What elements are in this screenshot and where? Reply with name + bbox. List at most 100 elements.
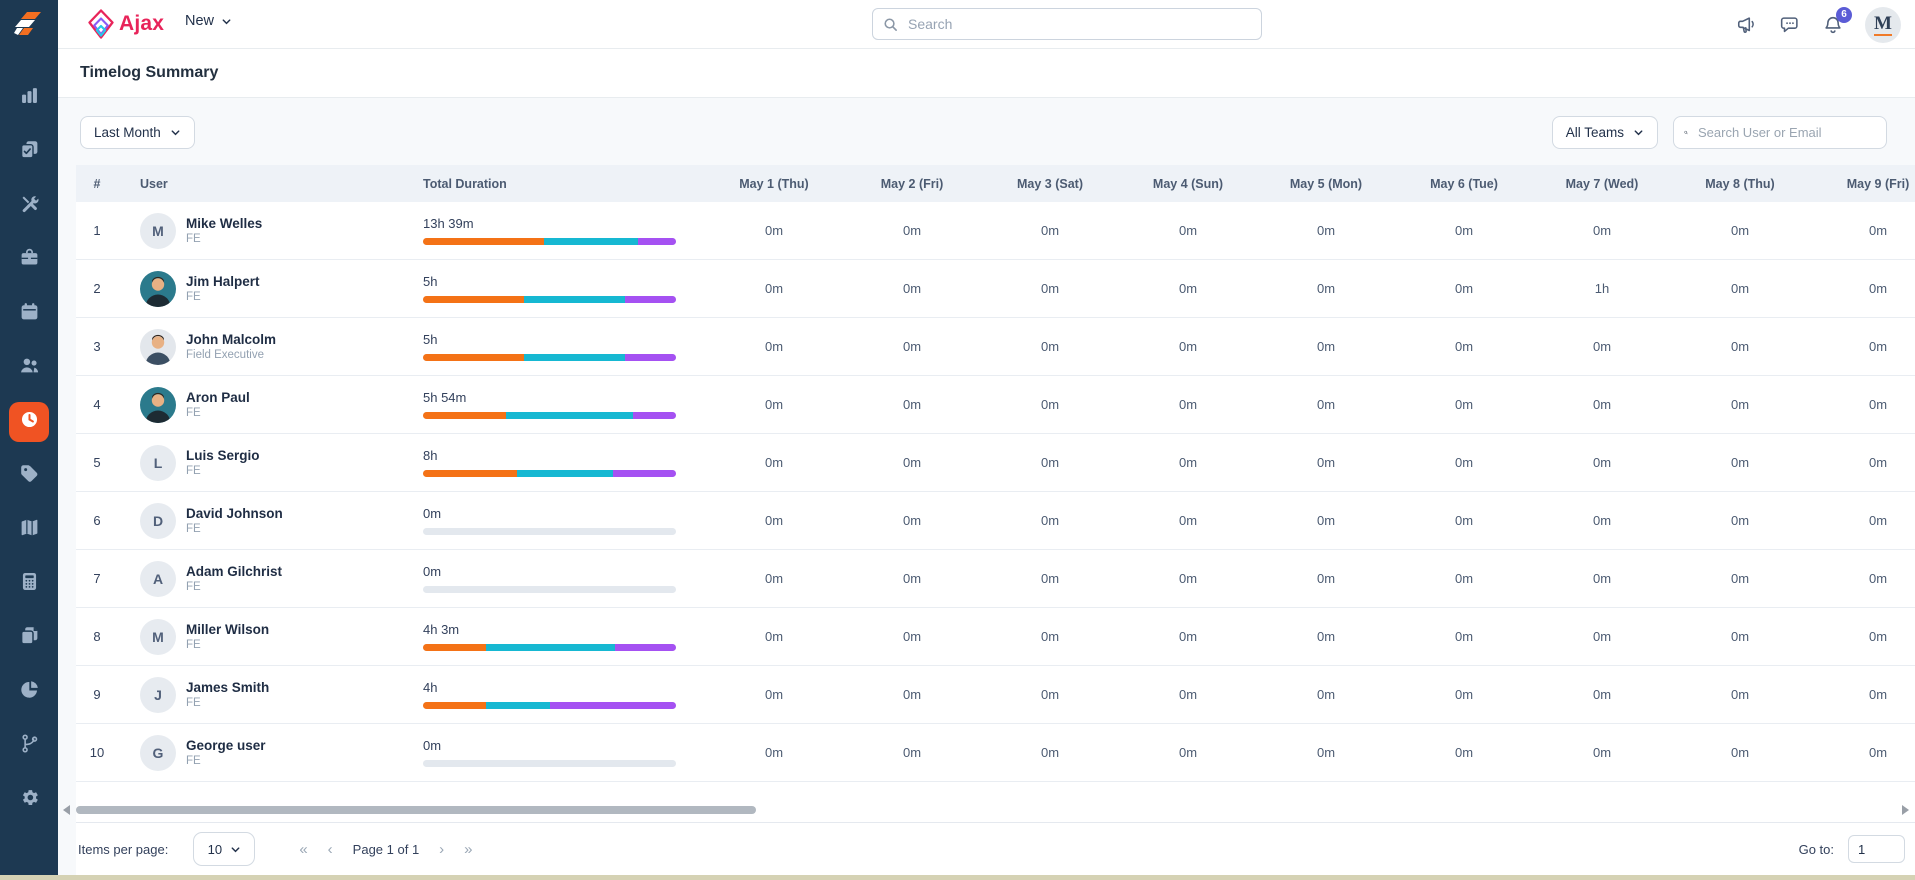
duration-cell: 0m	[363, 506, 705, 535]
last-page-button[interactable]: »	[464, 840, 473, 858]
cell-day-2: 0m	[902, 571, 922, 586]
date-range-value: Last Month	[94, 125, 161, 140]
cell-day-8: 0m	[1730, 571, 1750, 586]
avatar: M	[140, 212, 176, 249]
filter-bar: Last Month All Teams	[80, 116, 1887, 149]
sidebar-item-map[interactable]	[9, 510, 49, 550]
table-row: 9 J James Smith FE 4h 0m 0m 0m 0m 0m 0m 0m 0m 0m	[76, 666, 1915, 724]
user-avatar[interactable]: M	[1865, 6, 1901, 43]
avatar-initial: M	[1874, 13, 1892, 36]
user-role: FE	[186, 580, 201, 593]
sidebar-item-tools[interactable]	[9, 186, 49, 226]
global-search[interactable]	[872, 8, 1262, 40]
user-name: Adam Gilchrist	[186, 563, 283, 579]
scrollbar-thumb[interactable]	[76, 806, 756, 814]
sidebar-item-analytics[interactable]	[9, 78, 49, 118]
scroll-right-arrow[interactable]	[1902, 805, 1909, 815]
cell-day-3: 0m	[1040, 397, 1060, 412]
bar-segment-2	[524, 296, 626, 303]
date-range-dropdown[interactable]: Last Month	[80, 116, 195, 149]
cell-day-1: 0m	[764, 339, 784, 354]
avatar: D	[140, 502, 176, 539]
column-header-day-3: May 3 (Sat)	[1017, 176, 1083, 191]
row-index: 8	[93, 629, 101, 644]
chat-icon	[1780, 16, 1798, 32]
sidebar-item-reports[interactable]	[9, 672, 49, 712]
duration-cell: 4h	[363, 680, 705, 709]
cell-day-6: 0m	[1454, 571, 1474, 586]
cell-day-4: 0m	[1178, 339, 1198, 354]
sidebar-item-tags[interactable]	[9, 456, 49, 496]
sidebar-item-workflow[interactable]	[9, 726, 49, 766]
team-filter-dropdown[interactable]: All Teams	[1551, 116, 1658, 149]
goto-page-input[interactable]	[1848, 835, 1905, 863]
cell-day-7: 0m	[1592, 455, 1612, 470]
sidebar-item-calculator[interactable]	[9, 564, 49, 604]
notifications-button[interactable]: 6	[1822, 6, 1852, 36]
bar-segment-2	[544, 238, 639, 245]
prev-page-button[interactable]: ‹	[327, 840, 333, 858]
global-search-input[interactable]	[906, 15, 1251, 33]
announcements-button[interactable]	[1736, 14, 1758, 36]
sidebar-item-timelog[interactable]	[9, 402, 49, 442]
sidebar-item-services[interactable]	[9, 240, 49, 280]
row-index: 10	[89, 745, 105, 760]
clock-icon	[19, 409, 40, 435]
git-branch-icon	[19, 733, 40, 759]
bar-segment-1	[423, 470, 517, 477]
new-label: New	[185, 13, 215, 29]
items-per-page-value: 10	[207, 841, 223, 857]
chevron-down-icon	[171, 130, 180, 136]
cell-day-1: 0m	[764, 455, 784, 470]
top-navbar: Ajax New 6 M	[58, 0, 1915, 49]
user-role: FE	[186, 754, 201, 767]
cell-day-8: 0m	[1730, 339, 1750, 354]
clipboard-check-icon	[19, 139, 40, 165]
cell-day-7: 0m	[1592, 571, 1612, 586]
cell-day-9: 0m	[1868, 629, 1888, 644]
user-cell: Jim Halpert FE	[118, 270, 363, 307]
goto-label: Go to:	[1798, 841, 1834, 857]
app-logo[interactable]	[11, 7, 47, 43]
table-row: 7 A Adam Gilchrist FE 0m 0m 0m 0m 0m 0m 0m 0m 0…	[76, 550, 1915, 608]
cell-day-7: 0m	[1592, 513, 1612, 528]
documents-icon	[19, 625, 40, 651]
next-page-button[interactable]: ›	[439, 840, 445, 858]
table-row: 4 Aron Paul FE 5h 54m 0m 0m 0m 0m 0m 0m 0m 0m 0m	[76, 376, 1915, 434]
bottom-edge-strip	[0, 875, 1915, 880]
sidebar-item-tasks[interactable]	[9, 132, 49, 172]
items-per-page-dropdown[interactable]: 10	[193, 832, 256, 866]
duration-value: 4h	[423, 680, 438, 695]
first-page-button[interactable]: «	[299, 840, 308, 858]
user-search-input[interactable]	[1696, 124, 1876, 141]
user-cell: A Adam Gilchrist FE	[118, 560, 363, 597]
duration-cell: 8h	[363, 448, 705, 477]
sidebar-item-documents[interactable]	[9, 618, 49, 658]
cell-day-7: 0m	[1592, 687, 1612, 702]
megaphone-icon	[1737, 16, 1754, 33]
new-dropdown[interactable]: New	[185, 13, 232, 29]
timelog-table-card: # User Total Duration May 1 (Thu) May 2 (…	[63, 165, 1915, 875]
sidebar-item-calendar[interactable]	[9, 294, 49, 334]
user-search[interactable]	[1673, 116, 1887, 149]
user-cell: G George user FE	[118, 734, 363, 771]
table-body: 1 M Mike Welles FE 13h 39m 0m 0m 0m 0m 0m 0m 0…	[76, 202, 1915, 782]
cell-day-9: 0m	[1868, 745, 1888, 760]
calendar-icon	[19, 301, 40, 327]
duration-cell: 13h 39m	[363, 216, 705, 245]
sidebar-item-team[interactable]	[9, 348, 49, 388]
user-role: FE	[186, 696, 201, 709]
bar-segment-2	[486, 644, 616, 651]
sidebar-item-settings[interactable]	[9, 780, 49, 820]
scroll-left-arrow[interactable]	[63, 805, 70, 815]
table-row: 5 L Luis Sergio FE 8h 0m 0m 0m 0m 0m 0m 0m 0m 0m	[76, 434, 1915, 492]
bar-segment-2	[516, 470, 613, 477]
brand-logo[interactable]: Ajax	[88, 9, 164, 39]
cell-day-9: 0m	[1868, 513, 1888, 528]
cell-day-5: 0m	[1316, 281, 1336, 296]
messages-button[interactable]	[1779, 14, 1801, 36]
user-text: Jim Halpert FE	[186, 273, 260, 305]
avatar	[140, 386, 176, 423]
cell-day-4: 0m	[1178, 571, 1198, 586]
cell-day-9: 0m	[1868, 339, 1888, 354]
